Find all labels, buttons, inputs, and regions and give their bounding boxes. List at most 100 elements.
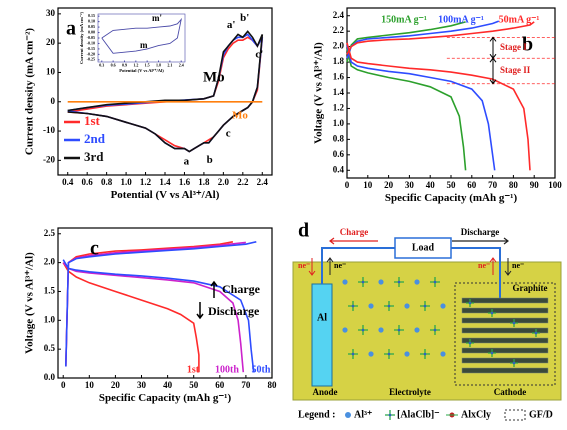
molecule-core — [388, 413, 392, 417]
x-tick-label: 1.4 — [159, 177, 171, 187]
legend-label: 3rd — [84, 149, 104, 164]
panel-label: d — [298, 220, 309, 242]
x-tick-label: 1.2 — [133, 63, 138, 68]
y-tick-label: 0.10 — [88, 19, 95, 24]
y-tick-label: -0.15 — [87, 46, 95, 51]
region-label: Electrolyte — [389, 387, 431, 397]
y-tick-label: 0.4 — [333, 164, 345, 174]
ion — [378, 279, 384, 285]
x-tick-label: 1.8 — [156, 63, 161, 68]
legend-label: 1st — [84, 113, 101, 128]
x-tick-label: 0.8 — [101, 177, 113, 187]
graphite-layer — [461, 347, 549, 354]
x-tick-label: 2.4 — [257, 177, 269, 187]
molecule-core — [397, 280, 401, 284]
x-tick-label: 90 — [530, 180, 540, 190]
molecule-core — [512, 321, 516, 325]
x-tick-label: 80 — [509, 180, 519, 190]
plot-frame — [57, 227, 273, 379]
x-axis-label: Potential (V vs Al³⁺/Al) — [119, 68, 164, 73]
y-axis-label: Voltage (V vs Al³⁺/Al) — [313, 42, 325, 144]
x-tick-label: 0 — [61, 380, 66, 390]
x-tick-label: 2.1 — [167, 63, 172, 68]
legend-label: 2nd — [84, 131, 106, 146]
molecule-core — [387, 304, 391, 308]
series-line — [346, 20, 500, 59]
panel-label: a — [66, 18, 76, 40]
x-tick-label: 70 — [488, 180, 498, 190]
y-tick-label: 0.15 — [88, 13, 95, 18]
legend-title: Legend : — [298, 409, 336, 420]
plot-frame — [97, 13, 186, 63]
annotation: Discharge — [208, 304, 260, 318]
y-tick-label: -0.05 — [87, 35, 95, 40]
x-tick-label: 1.2 — [140, 177, 152, 187]
x-tick-label: 0.9 — [122, 63, 127, 68]
x-tick-label: 2.0 — [218, 177, 230, 187]
x-tick-label: 10 — [363, 180, 373, 190]
graphite-layer — [461, 317, 549, 324]
annotation-arrow — [196, 302, 204, 320]
graphite-layer — [461, 297, 549, 304]
annotation: Charge — [222, 282, 261, 296]
series-line — [346, 21, 535, 55]
y-tick-label: 1.8 — [333, 56, 345, 66]
graphite-layer — [461, 357, 549, 364]
y-tick-label: 0.5 — [44, 343, 56, 353]
y-tick-label: 20 — [46, 37, 56, 47]
inset-annotation: Mo — [203, 69, 225, 85]
cathode-box — [454, 282, 556, 386]
legend-label: 50mA g⁻¹ — [499, 14, 540, 25]
series-line — [101, 17, 182, 54]
molecule-core — [387, 352, 391, 356]
legend-label: [AlaClb]⁻ — [397, 409, 440, 420]
electron-label: ne⁻ — [334, 261, 346, 270]
x-tick-label: 0 — [345, 180, 350, 190]
graphite-layer — [461, 327, 549, 334]
y-tick-label: 1.2 — [333, 103, 345, 113]
inset-annotation: m' — [152, 13, 162, 23]
panel-label: b — [522, 34, 533, 56]
legend-label: GF/D — [529, 409, 553, 420]
x-tick-label: 60 — [215, 380, 225, 390]
discharge-arrow — [452, 237, 509, 245]
x-tick-label: 1.6 — [179, 177, 191, 187]
x-tick-label: 2.2 — [237, 177, 249, 187]
molecule-core — [468, 301, 472, 305]
y-tick-label: 2.0 — [44, 257, 56, 267]
x-tick-label: 70 — [241, 380, 251, 390]
series-label: 50th — [252, 364, 271, 375]
ion — [368, 351, 374, 357]
ion — [440, 303, 446, 309]
graphite-layer — [461, 367, 549, 374]
molecule-core — [361, 328, 365, 332]
graphite-layer — [461, 307, 549, 314]
electron-arrow — [489, 257, 497, 275]
stage-arrow — [489, 57, 497, 85]
x-tick-label: 0.4 — [62, 177, 74, 187]
region-label: Cathode — [494, 387, 527, 397]
molecule-core — [351, 352, 355, 356]
x-tick-label: 2.4 — [179, 63, 184, 68]
molecule-core — [423, 304, 427, 308]
series-line — [62, 262, 245, 373]
ion — [404, 351, 410, 357]
electron-label: ne⁻ — [478, 261, 490, 270]
legend-icon — [504, 409, 526, 421]
decoration — [342, 277, 549, 421]
ion — [414, 279, 420, 285]
series-line — [62, 259, 255, 373]
y-tick-label: -0.25 — [87, 57, 95, 62]
legend-icon — [345, 412, 351, 418]
y-tick-label: 0.6 — [333, 149, 345, 159]
series-line — [346, 42, 531, 171]
y-tick-label: 1.4 — [333, 87, 345, 97]
load-label: Load — [412, 242, 435, 253]
wire — [321, 247, 395, 284]
peak-label: a — [184, 155, 190, 167]
x-axis-label: Specific Capacity (mAh g⁻¹) — [385, 192, 518, 204]
y-tick-label: 1.0 — [333, 118, 345, 128]
molecule-core — [361, 280, 365, 284]
x-tick-label: 60 — [467, 180, 477, 190]
